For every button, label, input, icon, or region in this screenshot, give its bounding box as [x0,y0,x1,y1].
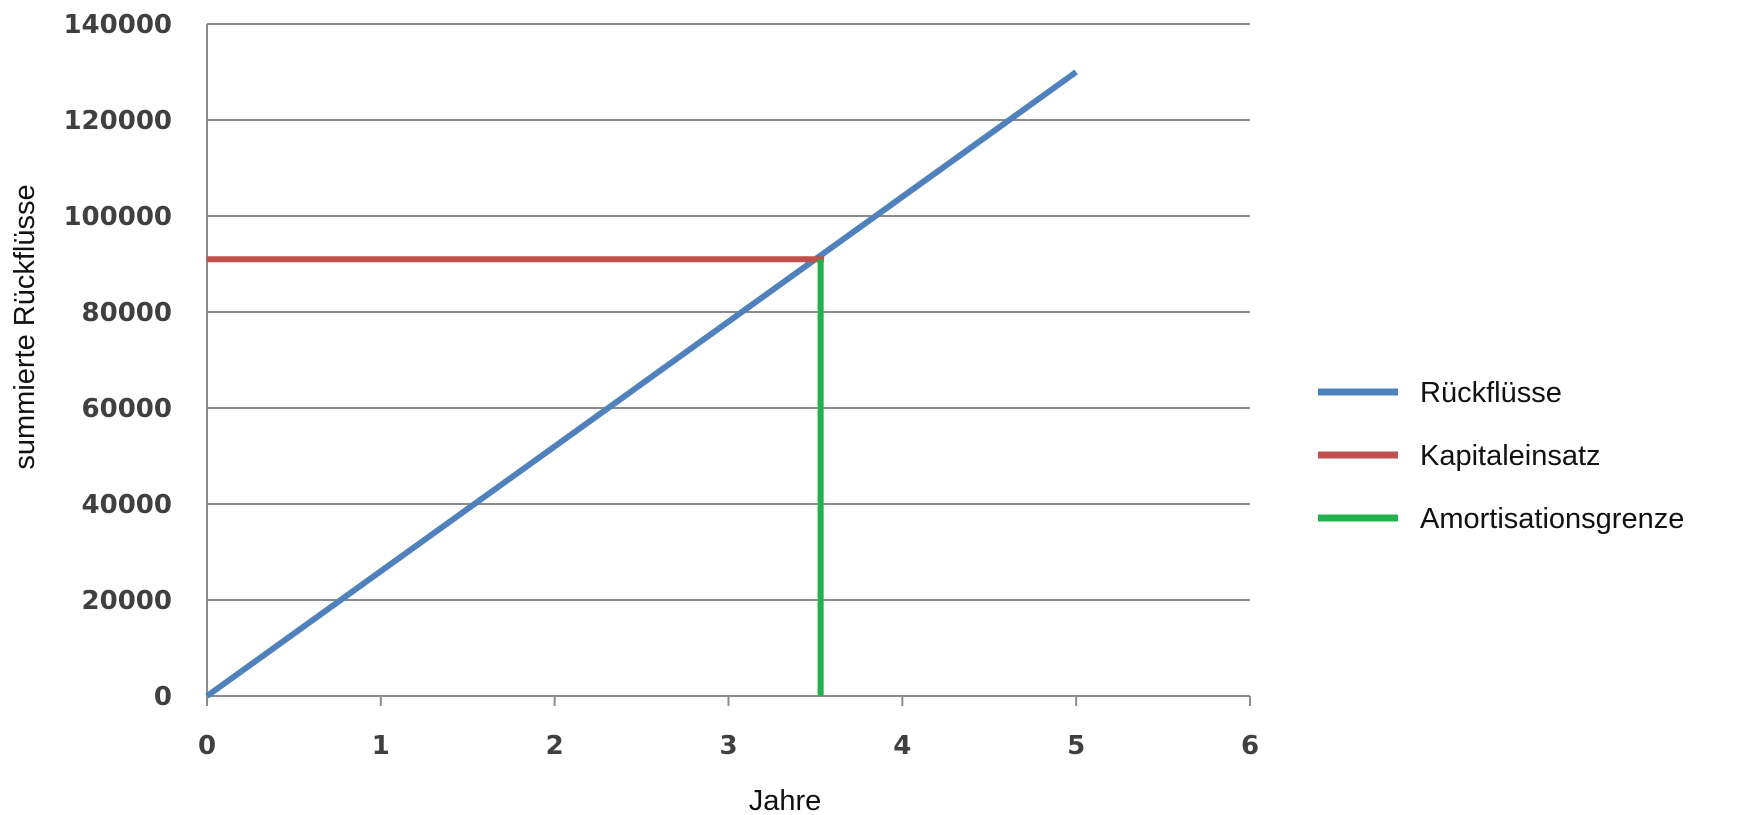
x-tick-label: 3 [719,731,737,761]
legend-label: Amortisationsgrenze [1420,503,1684,535]
legend-label: Rückflüsse [1420,377,1562,409]
legend: Rückflüsse Kapitaleinsatz Amortisationsgre… [1318,377,1684,535]
y-tick-label: 120000 [63,106,172,136]
y-tick-label: 100000 [63,202,172,232]
axes [206,24,1251,706]
y-tick-label: 60000 [82,394,172,424]
gridlines [207,23,1250,601]
tick-labels: 0 20000 40000 60000 80000 100000 120000 140000 0… [63,10,1259,761]
x-tick-label: 0 [198,731,216,761]
y-tick-label: 140000 [63,10,172,40]
y-tick-label: 80000 [82,298,172,328]
y-tick-label: 40000 [82,490,172,520]
y-axis-title: summierte Rückflüsse [9,184,41,469]
x-axis-title: Jahre [749,785,822,815]
x-tick-label: 2 [546,731,564,761]
series-line-0 [205,69,1078,699]
legend-label: Kapitaleinsatz [1420,440,1601,472]
x-tick-label: 4 [893,731,911,761]
y-tick-label: 0 [154,682,172,712]
y-tick-label: 20000 [82,586,172,616]
x-tick-label: 6 [1241,731,1259,761]
x-tick-label: 5 [1067,731,1085,761]
series-lines [205,69,1078,699]
x-tick-label: 1 [372,731,390,761]
